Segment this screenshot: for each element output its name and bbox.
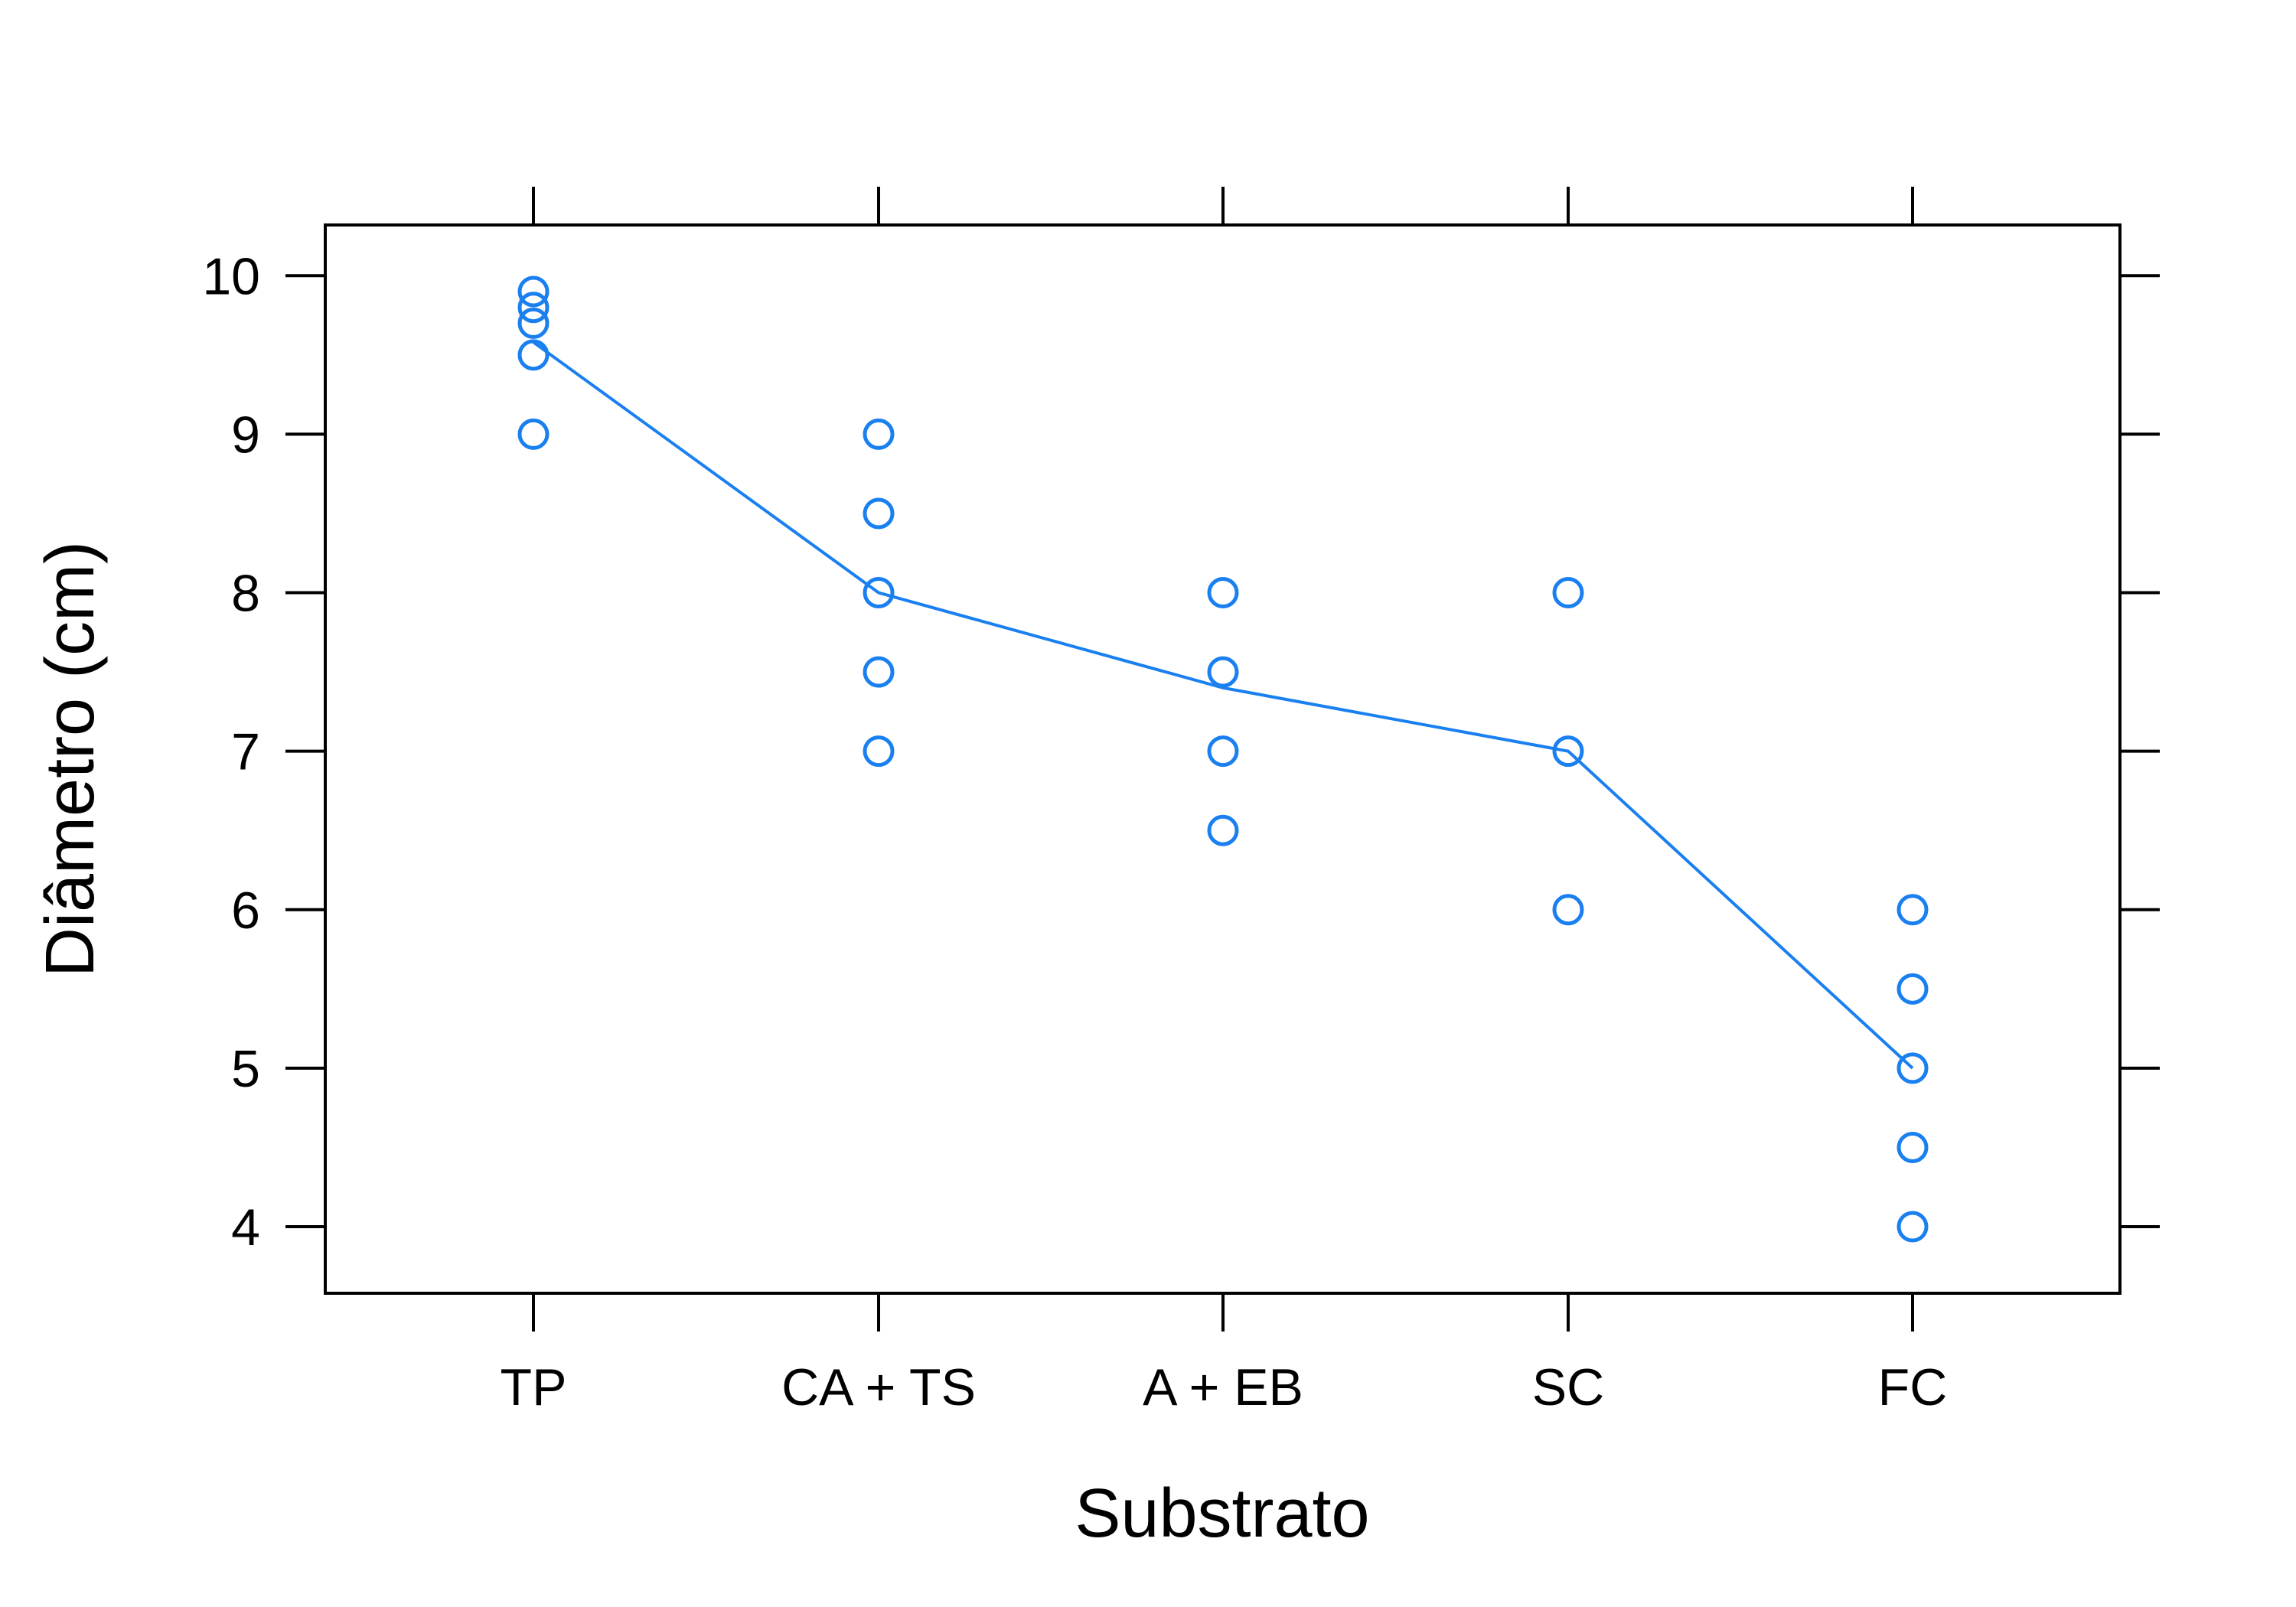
x-tick-label: A + EB — [1143, 1358, 1303, 1416]
x-tick-label: FC — [1878, 1358, 1948, 1416]
y-tick-label: 6 — [231, 882, 260, 940]
data-point — [863, 735, 895, 768]
y-tick-label: 7 — [231, 723, 260, 781]
y-tick-label: 8 — [231, 565, 260, 623]
mean-line — [532, 341, 1914, 1070]
series-group — [517, 275, 1929, 1243]
y-axis-title: Diâmetro (cm) — [32, 541, 109, 977]
data-point — [517, 275, 550, 308]
x-axis: TP CA + TS A + EB SC FC — [501, 187, 1948, 1416]
x-tick-label: SC — [1532, 1358, 1604, 1416]
data-point — [1896, 894, 1929, 926]
data-point — [1896, 1211, 1929, 1243]
data-point — [1207, 814, 1239, 846]
y-tick-label: 5 — [231, 1040, 260, 1098]
data-point — [517, 307, 550, 339]
data-point — [517, 418, 550, 450]
y-tick-label: 10 — [202, 247, 260, 305]
data-point — [1896, 1052, 1929, 1084]
x-tick-label: CA + TS — [781, 1358, 976, 1416]
data-point — [517, 339, 550, 371]
data-point — [1207, 656, 1239, 688]
data-point — [517, 292, 550, 324]
x-tick-label: TP — [501, 1358, 567, 1416]
data-point — [1552, 577, 1584, 609]
data-point — [863, 497, 895, 530]
data-point — [1207, 577, 1239, 609]
x-axis-title: Substrato — [1075, 1475, 1369, 1552]
data-point — [1896, 973, 1929, 1005]
y-tick-label: 4 — [231, 1198, 260, 1257]
data-point — [1896, 1131, 1929, 1163]
data-point — [1552, 735, 1584, 768]
data-point — [863, 418, 895, 450]
data-point — [863, 656, 895, 688]
y-axis: 4 5 6 7 8 9 10 — [202, 247, 2160, 1257]
data-point — [863, 577, 895, 609]
y-tick-label: 9 — [231, 406, 260, 464]
data-point — [1552, 894, 1584, 926]
data-point — [1207, 735, 1239, 768]
